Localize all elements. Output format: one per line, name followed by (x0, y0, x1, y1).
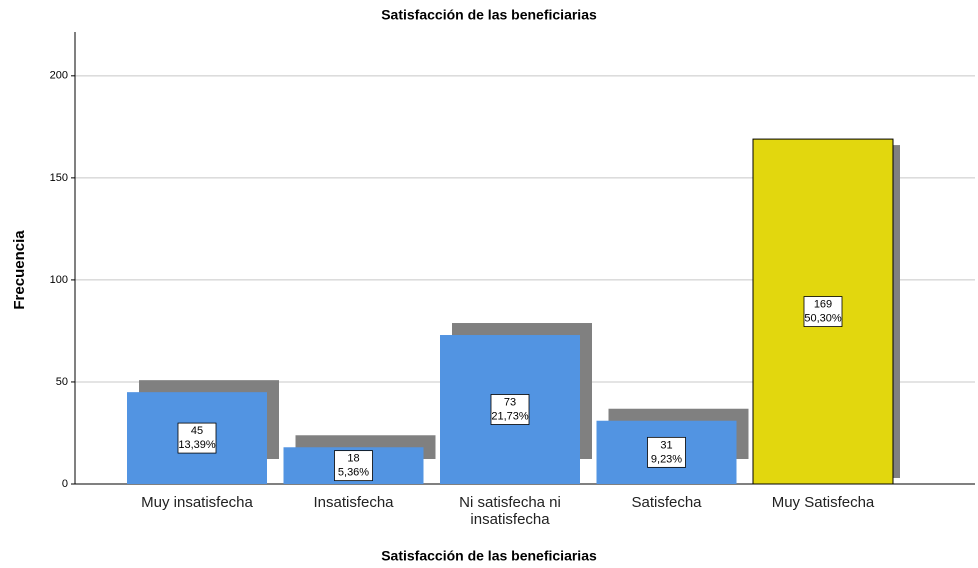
data-label-box (334, 450, 373, 482)
data-label-box (803, 296, 843, 327)
x-tick-label: Satisfecha (631, 494, 702, 511)
y-tick-label: 50 (56, 376, 68, 388)
y-tick-label: 0 (62, 478, 68, 490)
data-label-box (177, 422, 217, 454)
y-tick-label: 150 (50, 172, 68, 184)
x-tick-label: Ni satisfecha ni insatisfecha (459, 494, 561, 528)
x-tick-label: Muy Satisfecha (771, 494, 875, 511)
x-tick-label: Muy insatisfecha (141, 494, 253, 511)
y-tick-label: 100 (50, 274, 68, 286)
x-tick-label: Insatisfecha (313, 494, 394, 511)
percent-label: 5,36% (338, 467, 369, 479)
x-axis-title: Satisfacción de las beneficiarias (381, 548, 597, 564)
percent-label: 13,39% (178, 439, 216, 451)
data-label: 45 (191, 425, 203, 437)
y-tick-label: 200 (50, 70, 68, 82)
percent-label: 21,73% (491, 410, 529, 422)
data-label-box (490, 394, 530, 425)
percent-label: 9,23% (651, 453, 682, 465)
data-label: 73 (504, 396, 516, 408)
data-label-box (647, 436, 686, 468)
y-axis-title: Frecuencia (11, 230, 28, 310)
data-label: 18 (347, 453, 359, 465)
data-label: 169 (814, 298, 832, 310)
chart-title: Satisfacción de las beneficiarias (381, 7, 597, 23)
percent-label: 50,30% (804, 312, 842, 324)
data-label: 31 (660, 439, 672, 451)
